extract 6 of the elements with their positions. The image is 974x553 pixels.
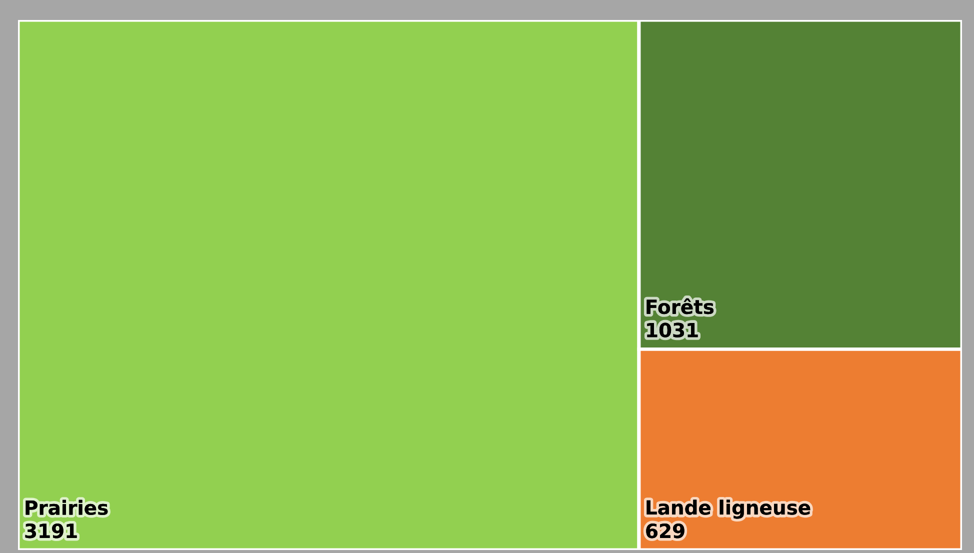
data-label: 3191 [25,524,77,538]
category-label: Prairies [26,500,108,515]
data-label: 629 [646,524,684,538]
category-label: Lande ligneuse [646,500,810,519]
category-label: Forêts [646,298,714,314]
data-label: 1031 [647,322,698,338]
